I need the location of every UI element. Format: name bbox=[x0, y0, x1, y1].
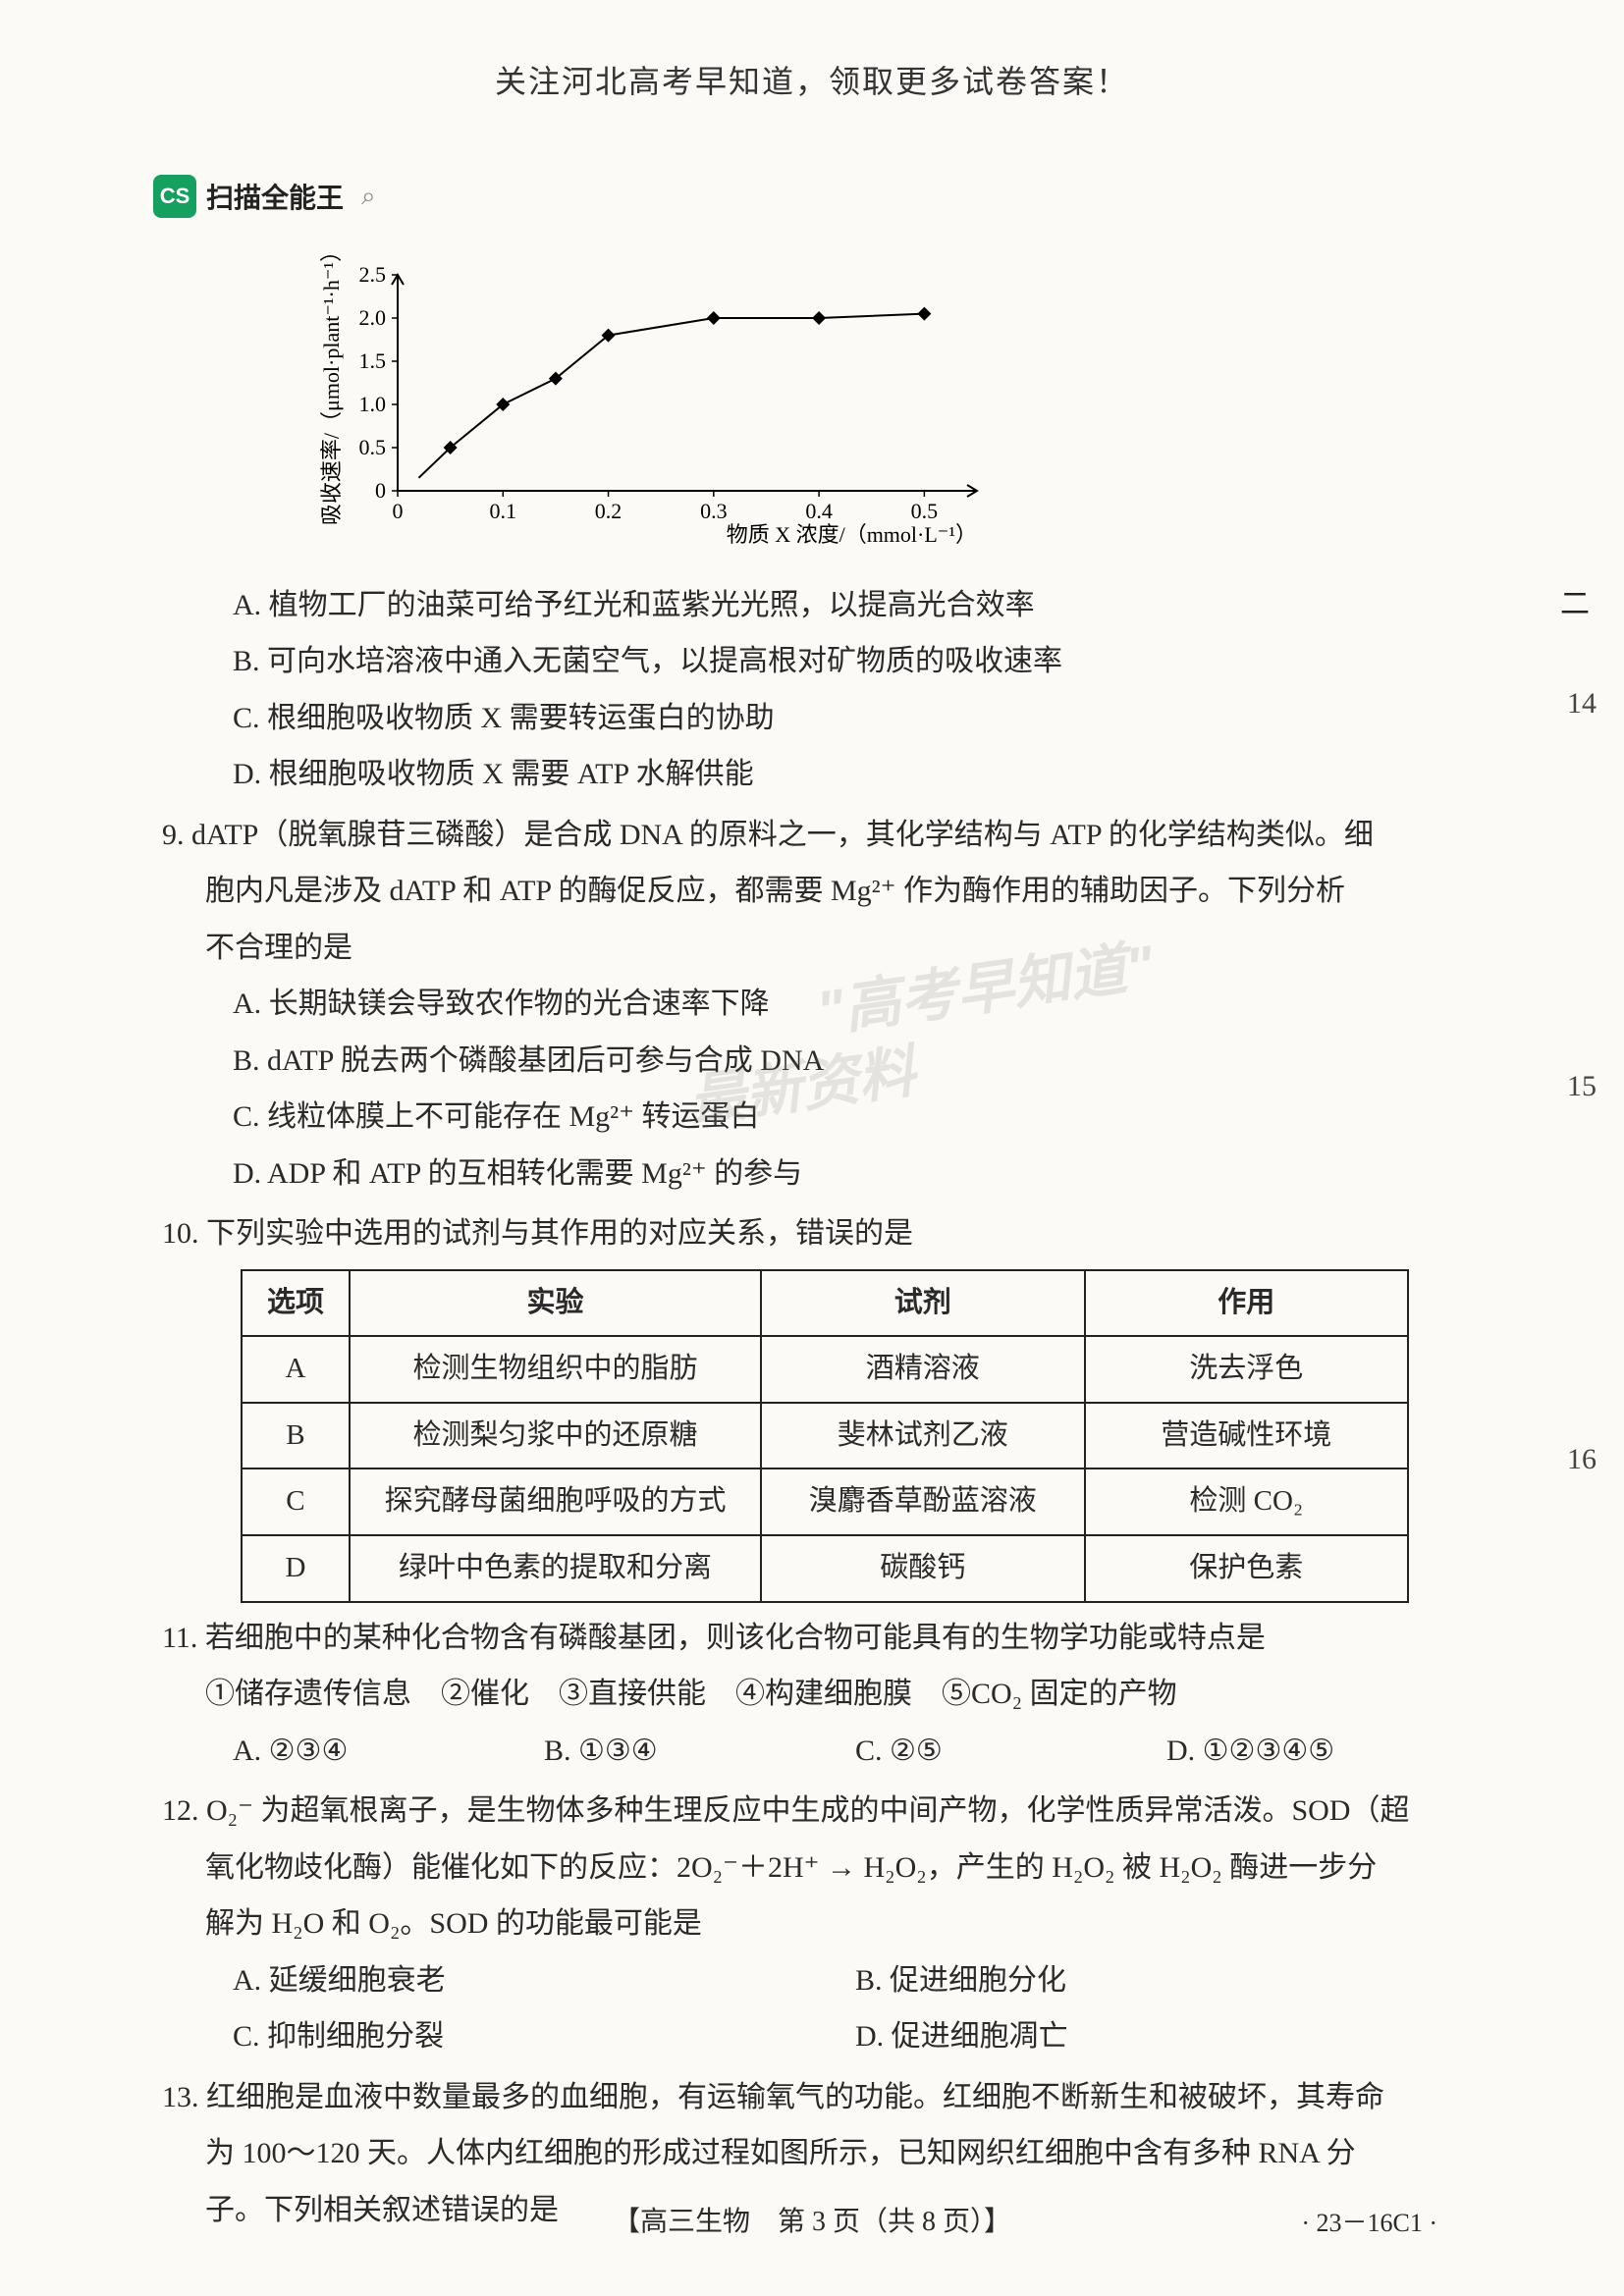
table-cell: 溴麝香草酚蓝溶液 bbox=[761, 1468, 1084, 1535]
q11-stem: 11. 若细胞中的某种化合物含有磷酸基团，则该化合物可能具有的生物学功能或特点是 bbox=[162, 1611, 1478, 1666]
q12-choice-b: B. 促进细胞分化 bbox=[855, 1953, 1478, 2008]
svg-text:0.4: 0.4 bbox=[805, 499, 833, 523]
svg-text:吸收速率/（μmol·plant⁻¹·h⁻¹）: 吸收速率/（μmol·plant⁻¹·h⁻¹） bbox=[319, 255, 344, 525]
edge-num-16: 16 bbox=[1567, 1443, 1597, 1476]
footer-code: · 23－16C1 · bbox=[1301, 2203, 1437, 2239]
table-cell: 酒精溶液 bbox=[761, 1336, 1084, 1403]
question-11: 11. 若细胞中的某种化合物含有磷酸基团，则该化合物可能具有的生物学功能或特点是… bbox=[162, 1611, 1478, 1779]
table-cell: C bbox=[242, 1468, 350, 1535]
absorption-chart: 0 0.5 1.0 1.5 2.0 2.5 0 0.1 0.2 0.3 0.4 0.5 吸收速率/（μm… bbox=[309, 255, 997, 568]
q12-stem-3: 解为 H₂O 和 O₂。SOD 的功能最可能是 bbox=[162, 1896, 1478, 1951]
q10-stem: 10. 下列实验中选用的试剂与其作用的对应关系，错误的是 bbox=[162, 1206, 1478, 1261]
question-12: 12. O₂⁻ 为超氧根离子，是生物体多种生理反应中生成的中间产物，化学性质异常… bbox=[162, 1784, 1478, 2064]
q12-stem-1: 12. O₂⁻ 为超氧根离子，是生物体多种生理反应中生成的中间产物，化学性质异常… bbox=[162, 1784, 1478, 1839]
svg-text:0.5: 0.5 bbox=[359, 435, 387, 459]
table-cell: A bbox=[242, 1336, 350, 1403]
table-cell: 保护色素 bbox=[1085, 1535, 1408, 1602]
q8-option-a: A. 植物工厂的油菜可给予红光和蓝紫光光照，以提高光合效率 bbox=[162, 578, 1478, 633]
edge-num-15: 15 bbox=[1567, 1070, 1597, 1103]
q9-stem-3: 不合理的是 bbox=[162, 921, 1478, 976]
q11-choice-c: C. ②⑤ bbox=[855, 1724, 1166, 1779]
q10-table: 选项实验试剂作用A检测生物组织中的脂肪酒精溶液洗去浮色B检测梨匀浆中的还原糖斐林… bbox=[241, 1269, 1409, 1603]
table-cell: 检测生物组织中的脂肪 bbox=[350, 1336, 761, 1403]
svg-text:1.5: 1.5 bbox=[359, 348, 387, 373]
table-header: 作用 bbox=[1085, 1270, 1408, 1337]
table-cell: D bbox=[242, 1535, 350, 1602]
q9-stem-1: 9. dATP（脱氧腺苷三磷酸）是合成 DNA 的原料之一，其化学结构与 ATP… bbox=[162, 808, 1478, 863]
svg-text:0.1: 0.1 bbox=[490, 499, 517, 523]
table-header: 实验 bbox=[350, 1270, 761, 1337]
q9-option-d: D. ADP 和 ATP 的互相转化需要 Mg²⁺ 的参与 bbox=[162, 1147, 1478, 1201]
svg-text:0.2: 0.2 bbox=[595, 499, 623, 523]
table-cell: 探究酵母菌细胞呼吸的方式 bbox=[350, 1468, 761, 1535]
table-cell: 检测梨匀浆中的还原糖 bbox=[350, 1403, 761, 1469]
q9-option-c: C. 线粒体膜上不可能存在 Mg²⁺ 转运蛋白 bbox=[162, 1090, 1478, 1145]
table-row: C探究酵母菌细胞呼吸的方式溴麝香草酚蓝溶液检测 CO₂ bbox=[242, 1468, 1408, 1535]
table-cell: B bbox=[242, 1403, 350, 1469]
table-cell: 洗去浮色 bbox=[1085, 1336, 1408, 1403]
edge-char-1: 二 bbox=[1560, 579, 1590, 622]
svg-text:2.5: 2.5 bbox=[359, 262, 387, 287]
question-10: 10. 下列实验中选用的试剂与其作用的对应关系，错误的是 选项实验试剂作用A检测… bbox=[162, 1206, 1478, 1603]
q9-option-b: B. dATP 脱去两个磷酸基团后可参与合成 DNA bbox=[162, 1034, 1478, 1089]
q12-stem-2: 氧化物歧化酶）能催化如下的反应：2O₂⁻＋2H⁺ → H₂O₂，产生的 H₂O₂… bbox=[162, 1841, 1478, 1896]
q9-option-a: A. 长期缺镁会导致农作物的光合速率下降 bbox=[162, 977, 1478, 1032]
svg-text:0: 0 bbox=[393, 499, 404, 523]
q13-stem-1: 13. 红细胞是血液中数量最多的血细胞，有运输氧气的功能。红细胞不断新生和被破坏… bbox=[162, 2070, 1478, 2125]
table-header: 试剂 bbox=[761, 1270, 1084, 1337]
table-cell: 碳酸钙 bbox=[761, 1535, 1084, 1602]
svg-text:0.5: 0.5 bbox=[911, 499, 939, 523]
q12-choice-c: C. 抑制细胞分裂 bbox=[233, 2009, 855, 2064]
table-header: 选项 bbox=[242, 1270, 350, 1337]
q8-option-b: B. 可向水培溶液中通入无菌空气，以提高根对矿物质的吸收速率 bbox=[162, 634, 1478, 689]
scan-app-icon: CS bbox=[153, 175, 196, 218]
svg-text:0.3: 0.3 bbox=[700, 499, 728, 523]
table-row: D绿叶中色素的提取和分离碳酸钙保护色素 bbox=[242, 1535, 1408, 1602]
q12-choice-d: D. 促进细胞凋亡 bbox=[855, 2009, 1478, 2064]
q12-choice-a: A. 延缓细胞衰老 bbox=[233, 1953, 855, 2008]
q9-stem-2: 胞内凡是涉及 dATP 和 ATP 的酶促反应，都需要 Mg²⁺ 作为酶作用的辅… bbox=[162, 864, 1478, 919]
q8-option-c: C. 根细胞吸收物质 X 需要转运蛋白的协助 bbox=[162, 691, 1478, 746]
q11-items: ①储存遗传信息 ②催化 ③直接供能 ④构建细胞膜 ⑤CO₂ 固定的产物 bbox=[162, 1667, 1478, 1722]
table-cell: 绿叶中色素的提取和分离 bbox=[350, 1535, 761, 1602]
table-cell: 检测 CO₂ bbox=[1085, 1468, 1408, 1535]
question-9: 9. dATP（脱氧腺苷三磷酸）是合成 DNA 的原料之一，其化学结构与 ATP… bbox=[162, 808, 1478, 1201]
footer-center: 【高三生物 第 3 页（共 8 页）】 bbox=[613, 2207, 1011, 2237]
table-cell: 营造碱性环境 bbox=[1085, 1403, 1408, 1469]
svg-text:0: 0 bbox=[375, 478, 386, 503]
svg-text:2.0: 2.0 bbox=[359, 305, 387, 330]
q11-choice-d: D. ①②③④⑤ bbox=[1166, 1724, 1478, 1779]
q13-stem-2: 为 100～120 天。人体内红细胞的形成过程如图所示，已知网织红细胞中含有多种… bbox=[162, 2126, 1478, 2181]
table-row: A检测生物组织中的脂肪酒精溶液洗去浮色 bbox=[242, 1336, 1408, 1403]
svg-text:1.0: 1.0 bbox=[359, 392, 387, 416]
edge-num-14: 14 bbox=[1567, 687, 1597, 721]
page-content: 0 0.5 1.0 1.5 2.0 2.5 0 0.1 0.2 0.3 0.4 0.5 吸收速率/（μm… bbox=[162, 236, 1478, 2239]
table-row: B检测梨匀浆中的还原糖斐林试剂乙液营造碱性环境 bbox=[242, 1403, 1408, 1469]
search-icon: ⌕ bbox=[361, 182, 376, 212]
header-banner: 关注河北高考早知道，领取更多试卷答案！ bbox=[0, 0, 1624, 102]
scan-app-label: 扫描全能王 bbox=[206, 177, 344, 216]
q11-choice-b: B. ①③④ bbox=[544, 1724, 855, 1779]
q8-option-d: D. 根细胞吸收物质 X 需要 ATP 水解供能 bbox=[162, 747, 1478, 802]
svg-text:物质 X 浓度/（mmol·L⁻¹）: 物质 X 浓度/（mmol·L⁻¹） bbox=[727, 522, 977, 547]
table-cell: 斐林试剂乙液 bbox=[761, 1403, 1084, 1469]
page-footer: 【高三生物 第 3 页（共 8 页）】 · 23－16C1 · bbox=[0, 2200, 1624, 2239]
q11-choice-a: A. ②③④ bbox=[233, 1724, 544, 1779]
app-badge: CS 扫描全能王 ⌕ bbox=[153, 175, 376, 218]
